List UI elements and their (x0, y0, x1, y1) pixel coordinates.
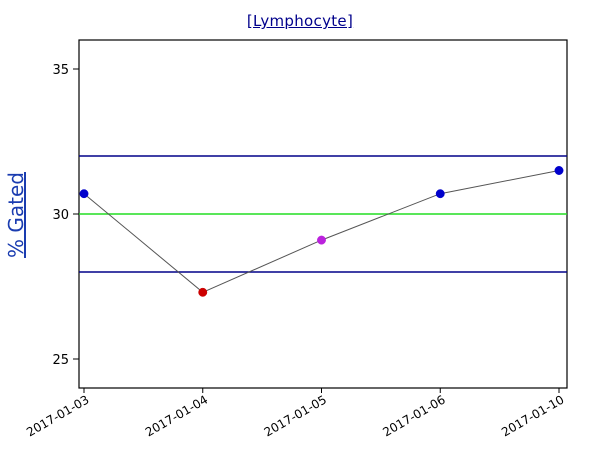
series-line (83, 170, 560, 293)
chart-title: [Lymphocyte] (246, 12, 354, 30)
data-point (317, 235, 326, 245)
y-tick-label: 25 (52, 353, 69, 368)
y-tick-label: 30 (52, 208, 69, 223)
x-tick-label: 2017-01-04 (143, 392, 210, 439)
data-point (79, 189, 89, 199)
x-tick-label: 2017-01-10 (499, 392, 566, 439)
y-tick-label: 35 (52, 63, 69, 78)
x-tick-label: 2017-01-05 (262, 392, 329, 439)
data-point (435, 189, 445, 199)
data-point (554, 166, 564, 175)
data-point (198, 287, 208, 297)
x-tick-label: 2017-01-06 (380, 392, 447, 439)
x-tick-label: 2017-01-03 (24, 392, 91, 439)
